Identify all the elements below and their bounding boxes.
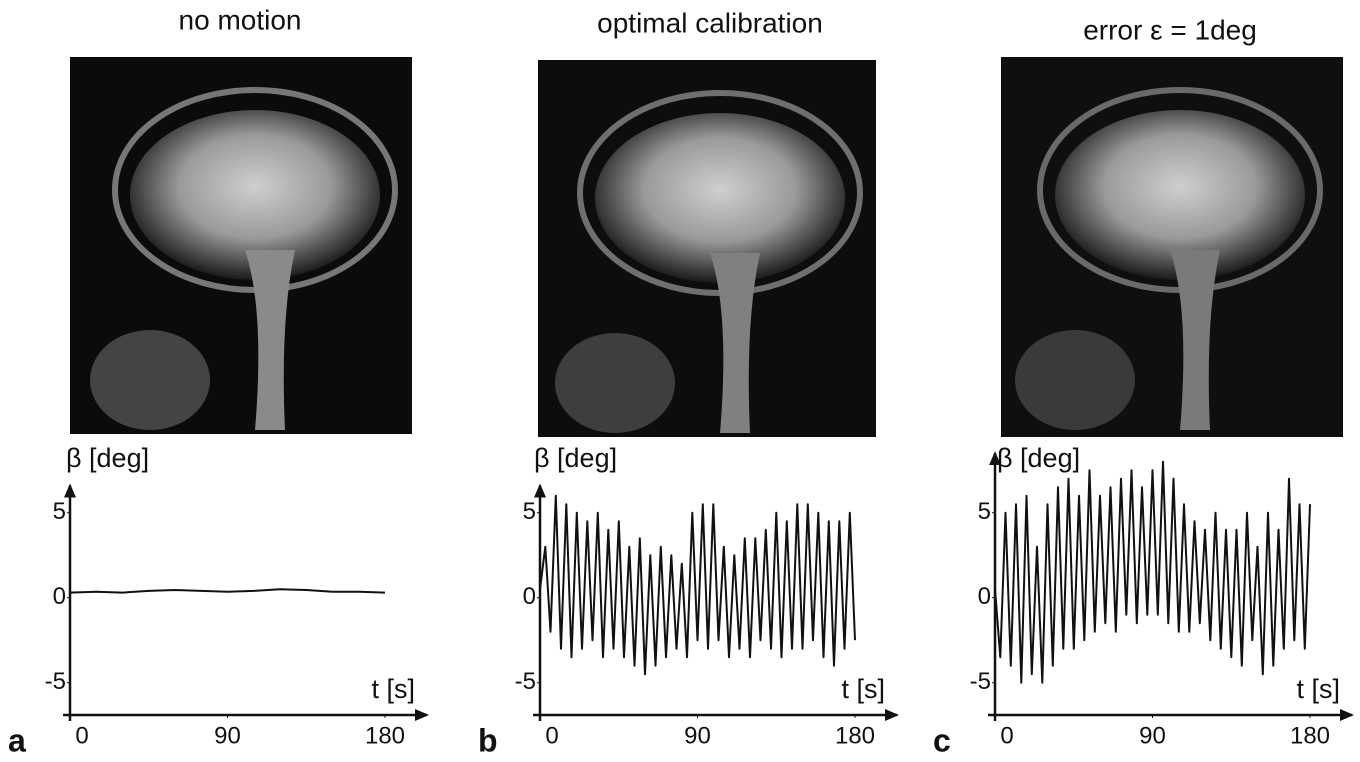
- data-line: [995, 462, 1310, 683]
- y-tick-label: 0: [978, 583, 991, 610]
- x-tick-label: 0: [1000, 722, 1013, 749]
- x-tick-label: 180: [365, 722, 405, 749]
- data-line: [540, 496, 855, 675]
- mri-image-c: [1001, 57, 1343, 437]
- figure: no motion a β [deg] t [s] -5 0 5 0 90 180 optimal …: [0, 0, 1360, 762]
- panel-label: a: [8, 722, 26, 758]
- x-tick-label: 90: [684, 722, 711, 749]
- data-line: [70, 589, 385, 592]
- x-tick-label: 0: [545, 722, 558, 749]
- x-tick-label: 180: [1290, 722, 1330, 749]
- x-tick-label: 90: [214, 722, 241, 749]
- y-axis-label: β [deg]: [534, 443, 617, 473]
- y-axis-label: β [deg]: [997, 443, 1080, 473]
- mri-image-b: [538, 60, 876, 437]
- x-axis-label: t [s]: [1296, 674, 1340, 704]
- y-tick-label: -5: [45, 668, 66, 695]
- chart-title: no motion: [179, 4, 302, 35]
- y-tick-label: 5: [523, 498, 536, 525]
- y-axis-label: β [deg]: [66, 443, 149, 473]
- x-tick-label: 90: [1139, 722, 1166, 749]
- mri-image-a: [70, 57, 412, 434]
- chart-title: error ε = 1deg: [1083, 14, 1257, 45]
- y-tick-label: 5: [978, 498, 991, 525]
- x-axis-label: t [s]: [841, 674, 885, 704]
- panel-label: b: [478, 722, 498, 758]
- y-tick-label: 5: [53, 498, 66, 525]
- y-tick-label: 0: [523, 583, 536, 610]
- x-axis-label: t [s]: [371, 674, 415, 704]
- x-tick-label: 180: [835, 722, 875, 749]
- y-tick-label: -5: [970, 668, 991, 695]
- panel-label: c: [933, 722, 951, 758]
- x-tick-label: 0: [75, 722, 88, 749]
- y-tick-label: -5: [515, 668, 536, 695]
- y-tick-label: 0: [53, 583, 66, 610]
- chart-title: optimal calibration: [597, 7, 823, 38]
